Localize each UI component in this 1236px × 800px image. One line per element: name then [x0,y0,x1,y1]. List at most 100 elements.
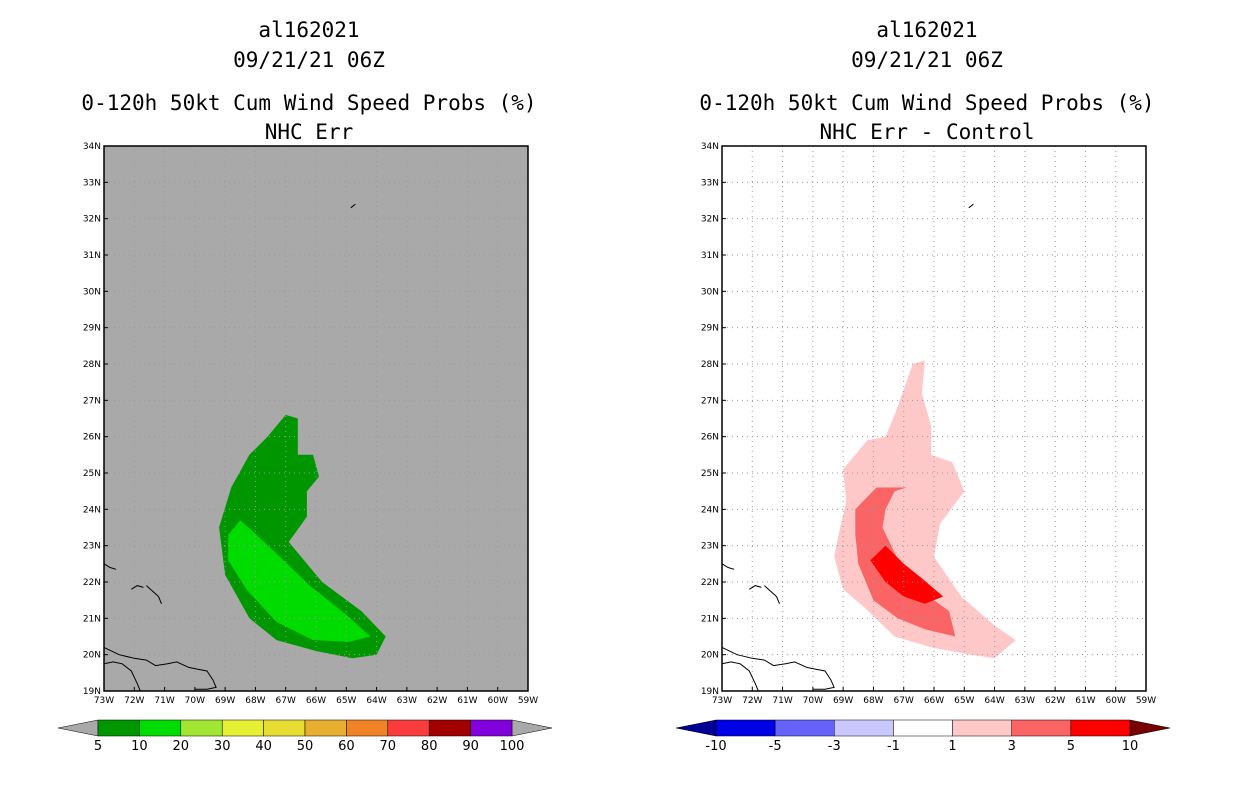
contour-region-10-20 [228,520,371,642]
y-tick-label: 23N [701,542,719,552]
x-tick-label: 73W [94,696,114,706]
x-tick-label: 65W [954,696,974,706]
y-tick-label: 20N [83,651,101,661]
colorbar-label: 80 [421,739,438,754]
x-tick-label: 63W [1015,696,1035,706]
x-tick-label: 66W [924,696,944,706]
right-title-product: 0-120h 50kt Cum Wind Speed Probs (%) [699,91,1155,115]
colorbar-label: 50 [297,739,314,754]
y-tick-label: 19N [83,687,101,697]
y-tick-label: 21N [83,614,101,624]
y-tick-label: 22N [83,578,101,588]
x-tick-label: 70W [185,696,205,706]
x-tick-label: 66W [306,696,326,706]
coastline [131,585,144,590]
left-title-model: NHC Err [264,120,354,144]
coastline [968,203,974,209]
colorbar-label: 5 [94,739,102,754]
y-tick-label: 31N [701,251,719,261]
x-tick-label: 71W [154,696,174,706]
y-tick-label: 19N [701,687,719,697]
y-tick-label: 31N [83,251,101,261]
coastline [103,661,141,692]
colorbar-swatch [952,719,1012,737]
coastline [158,596,162,604]
colorbar-label: -3 [828,739,841,754]
x-tick-label: 62W [1045,696,1065,706]
x-tick-label: 64W [984,696,1004,706]
colorbar-over-arrow [1129,719,1171,737]
colorbar-label: 70 [380,739,397,754]
right-wind-probability-difference-map: 73W 72W 71W 70W 69W 68W 67W 66W 65W 64W 63W 62W 61W 6… [675,142,1171,754]
x-tick-label: 65W [336,696,356,706]
coastline [764,585,777,597]
coastline [350,203,356,209]
colorbar-swatch [346,719,389,737]
y-tick-label: 23N [83,542,101,552]
colorbar-label: 5 [1067,739,1075,754]
y-tick-label: 33N [83,178,101,188]
colorbar-swatch [1070,719,1131,737]
y-tick-label: 29N [701,324,719,334]
y-tick-label: 25N [701,469,719,479]
y-tick-label: 30N [701,287,719,297]
x-tick-label: 61W [457,696,477,706]
colorbar-swatch [715,719,776,737]
y-tick-label: 26N [83,433,101,443]
left-title-product: 0-120h 50kt Cum Wind Speed Probs (%) [81,91,537,115]
y-tick-label: 21N [701,614,719,624]
y-tick-label: 26N [701,433,719,443]
x-tick-label: 60W [1106,696,1126,706]
colorbar-swatch [428,719,471,737]
y-tick-label: 27N [83,396,101,406]
y-tick-label: 25N [83,469,101,479]
x-tick-label: 68W [245,696,265,706]
y-tick-label: 33N [701,178,719,188]
colorbar-swatch [893,719,953,737]
y-tick-label: 28N [83,360,101,370]
colorbar-swatch [470,719,513,737]
colorbar-label: 60 [338,739,355,754]
x-tick-label: 61W [1075,696,1095,706]
colorbar-label: 10 [1122,739,1139,754]
x-tick-label: 64W [366,696,386,706]
y-tick-label: 28N [701,360,719,370]
colorbar-label: 3 [1008,739,1016,754]
x-tick-label: 69W [833,696,853,706]
left-panel: al162021 09/21/21 06Z 0-120h 50kt Cum Wi… [57,18,553,754]
colorbar-swatch [834,719,894,737]
colorbar-swatch [139,719,182,737]
right-title-date: 09/21/21 06Z [851,48,1003,72]
x-tick-label: 59W [1136,696,1156,706]
right-panel: al162021 09/21/21 06Z 0-120h 50kt Cum Wi… [618,0,1236,800]
colorbar-swatch [387,719,430,737]
colorbar-label: -10 [705,739,726,754]
x-tick-label: 71W [772,696,792,706]
colorbar-swatch [304,719,347,737]
colorbar-over-arrow [511,719,553,737]
right-title-storm-id: al162021 [876,18,978,42]
left-wind-probability-map: 73W 72W 71W 70W 69W 68W 67W 66W 65W 64W 63W 62W 61W 6… [57,142,553,754]
x-tick-label: 70W [803,696,823,706]
y-tick-label: 22N [701,578,719,588]
left-title-date: 09/21/21 06Z [233,48,385,72]
coastline [146,585,159,597]
colorbar-label: 1 [948,739,956,754]
x-tick-label: 60W [488,696,508,706]
y-tick-label: 34N [83,142,101,152]
colorbar-label: 30 [214,739,231,754]
colorbar-swatch [774,719,835,737]
x-tick-label: 62W [427,696,447,706]
colorbar-under-arrow [57,719,99,737]
colorbar-label: 40 [255,739,272,754]
coastline [721,563,735,570]
x-tick-label: 73W [712,696,732,706]
y-tick-label: 27N [701,396,719,406]
right-title-model: NHC Err - Control [819,120,1035,144]
coastline [776,596,780,604]
x-tick-label: 63W [397,696,417,706]
x-tick-label: 68W [863,696,883,706]
colorbar-swatch [263,719,306,737]
contour-region-5-10 [870,545,944,604]
y-tick-label: 34N [701,142,719,152]
